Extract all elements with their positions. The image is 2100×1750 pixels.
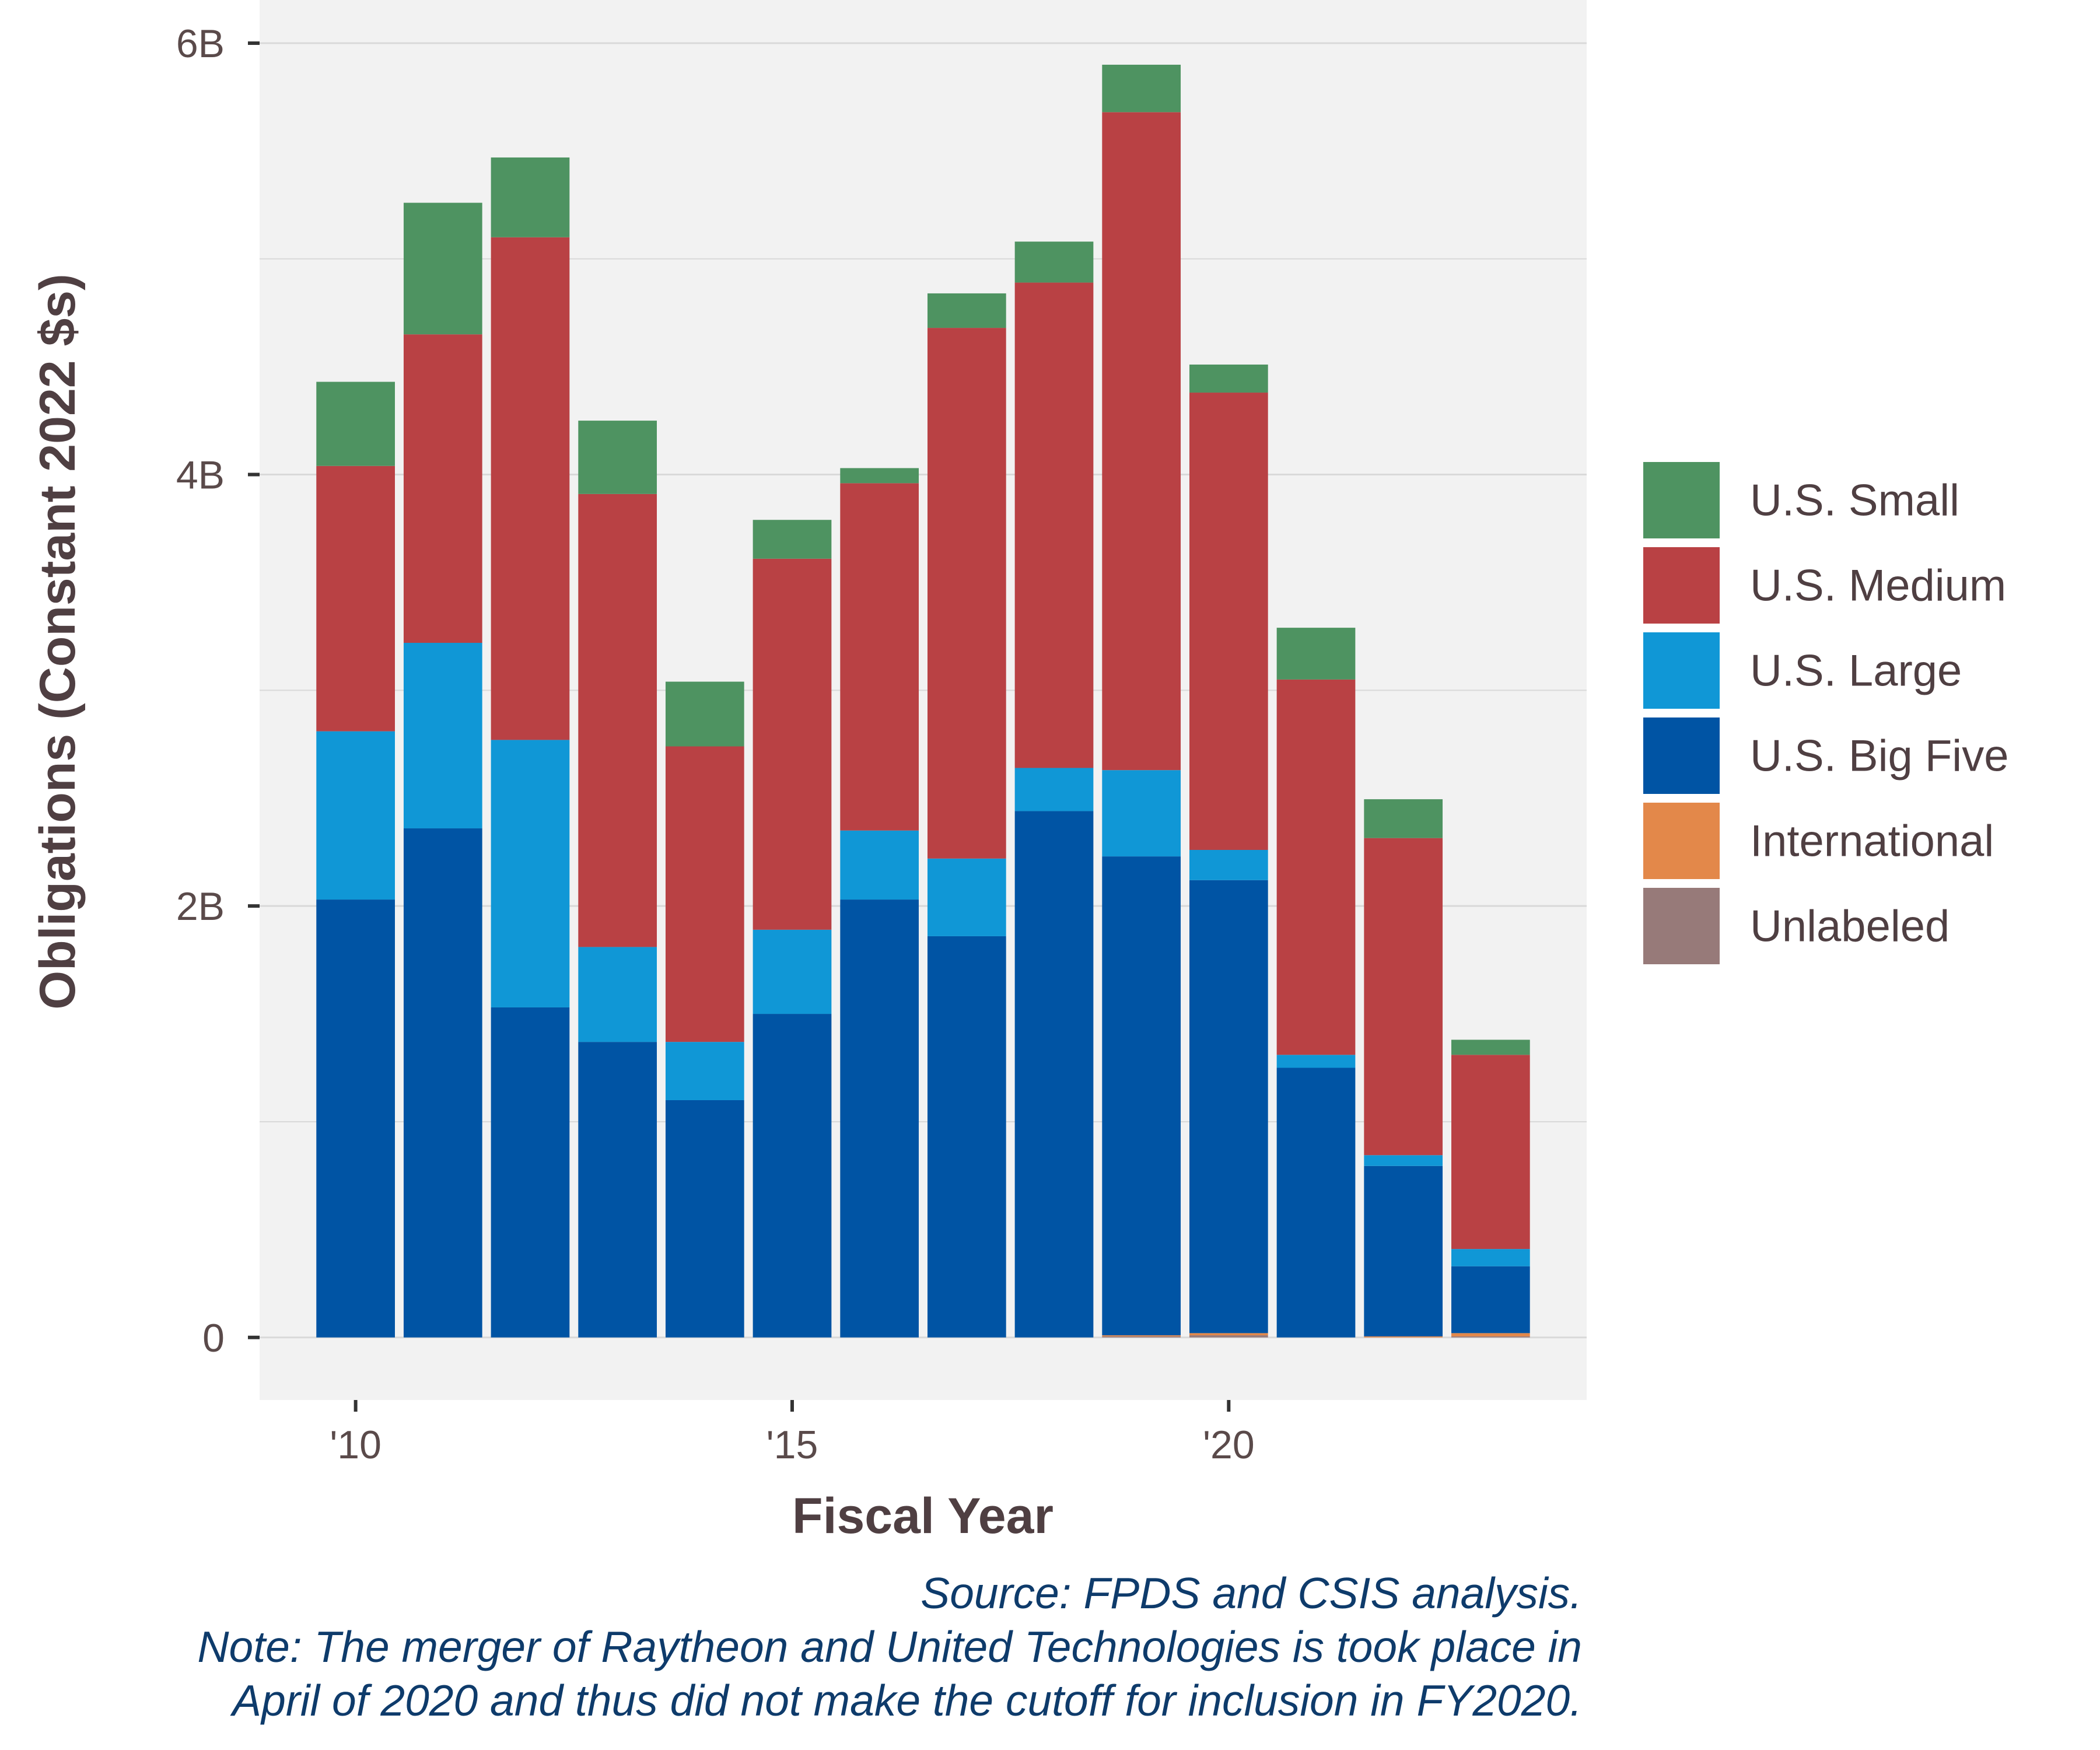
bar-segment-u-s-large-2010 bbox=[316, 731, 395, 900]
bar-segment-u-s-medium-2023 bbox=[1451, 1055, 1530, 1250]
x-tick-label: '15 bbox=[766, 1423, 818, 1467]
legend-swatch bbox=[1641, 630, 1722, 711]
y-tick-label: 2B bbox=[176, 884, 225, 929]
bar-segment-u-s-large-2017 bbox=[927, 858, 1006, 936]
bar-segment-u-s-big-five-2021 bbox=[1276, 1068, 1356, 1338]
bar-segment-u-s-medium-2015 bbox=[752, 558, 832, 930]
bar-segment-u-s-big-five-2017 bbox=[927, 936, 1006, 1338]
bar-segment-u-s-big-five-2013 bbox=[578, 1042, 657, 1338]
bar-segment-u-s-small-2012 bbox=[491, 157, 570, 237]
legend-item-unlabeled: Unlabeled bbox=[1641, 886, 1950, 967]
bar-segment-u-s-medium-2012 bbox=[491, 237, 570, 740]
x-tick-label: '10 bbox=[330, 1423, 382, 1467]
bar-segment-u-s-big-five-2015 bbox=[752, 1014, 832, 1338]
bar-segment-u-s-small-2019 bbox=[1102, 64, 1181, 113]
bar-segment-u-s-big-five-2022 bbox=[1364, 1166, 1443, 1336]
bar-segment-u-s-medium-2018 bbox=[1014, 282, 1094, 768]
legend-item-u-s-large: U.S. Large bbox=[1641, 630, 1962, 711]
x-axis-title: Fiscal Year bbox=[792, 1488, 1054, 1544]
bar-segment-u-s-large-2023 bbox=[1451, 1249, 1530, 1266]
bar-segment-u-s-medium-2010 bbox=[316, 466, 395, 732]
bar-segment-u-s-small-2013 bbox=[578, 421, 657, 494]
legend-item-u-s-medium: U.S. Medium bbox=[1641, 545, 2006, 626]
bar-segment-international-2023 bbox=[1451, 1333, 1530, 1336]
legend-label: U.S. Big Five bbox=[1750, 732, 2008, 781]
bar-segment-u-s-big-five-2023 bbox=[1451, 1266, 1530, 1334]
x-tick-label: '20 bbox=[1203, 1423, 1255, 1467]
bar-segment-u-s-large-2020 bbox=[1189, 850, 1268, 880]
source-note: Source: FPDS and CSIS analysis. bbox=[921, 1569, 1582, 1618]
legend-swatch bbox=[1641, 800, 1722, 881]
y-tick-label: 6B bbox=[176, 22, 225, 66]
legend-item-u-s-big-five: U.S. Big Five bbox=[1641, 715, 2008, 796]
bar-segment-u-s-big-five-2011 bbox=[403, 828, 482, 1338]
bar-segment-u-s-big-five-2020 bbox=[1189, 880, 1268, 1334]
bar-segment-u-s-medium-2020 bbox=[1189, 393, 1268, 850]
bar-segment-u-s-small-2011 bbox=[403, 202, 482, 335]
bar-segment-international-2020 bbox=[1189, 1333, 1268, 1336]
bar-segment-u-s-medium-2021 bbox=[1276, 679, 1356, 1055]
legend-swatch bbox=[1641, 545, 1722, 626]
bar-segment-u-s-small-2010 bbox=[316, 382, 395, 466]
bar-segment-u-s-small-2015 bbox=[752, 520, 832, 559]
bar-segment-u-s-small-2020 bbox=[1189, 364, 1268, 393]
bar-segment-u-s-medium-2013 bbox=[578, 494, 657, 947]
bar-segment-u-s-large-2013 bbox=[578, 947, 657, 1042]
legend-label: U.S. Large bbox=[1750, 646, 1962, 696]
legend: U.S. Small U.S. Medium U.S. Large U.S. Big … bbox=[1641, 460, 2008, 967]
bar-segment-u-s-large-2016 bbox=[840, 830, 919, 900]
bars bbox=[316, 64, 1530, 1338]
bar-segment-unlabeled-2020 bbox=[1189, 1335, 1268, 1338]
bar-segment-u-s-large-2014 bbox=[665, 1042, 744, 1100]
legend-label: Unlabeled bbox=[1750, 902, 1950, 951]
merger-note-line-1: Note: The merger of Raytheon and United … bbox=[197, 1622, 1582, 1671]
legend-swatch bbox=[1641, 460, 1722, 541]
bar-segment-u-s-large-2018 bbox=[1014, 768, 1094, 811]
bar-segment-u-s-medium-2019 bbox=[1102, 112, 1181, 771]
bar-segment-u-s-medium-2016 bbox=[840, 483, 919, 831]
legend-swatch bbox=[1641, 715, 1722, 796]
bar-segment-u-s-large-2021 bbox=[1276, 1055, 1356, 1068]
legend-label: U.S. Medium bbox=[1750, 561, 2006, 611]
chart-caption: Source: FPDS and CSIS analysis. Note: Th… bbox=[197, 1566, 1582, 1727]
bar-segment-international-2022 bbox=[1364, 1336, 1443, 1338]
bar-segment-u-s-small-2023 bbox=[1451, 1040, 1530, 1055]
bar-segment-u-s-large-2019 bbox=[1102, 770, 1181, 857]
y-axis-title: Obligations (Constant 2022 $s) bbox=[30, 274, 86, 1010]
bar-segment-unlabeled-2023 bbox=[1451, 1336, 1530, 1338]
bar-segment-u-s-small-2014 bbox=[665, 681, 744, 747]
bar-segment-u-s-big-five-2014 bbox=[665, 1100, 744, 1338]
bar-segment-u-s-big-five-2010 bbox=[316, 900, 395, 1338]
bar-segment-u-s-large-2011 bbox=[403, 643, 482, 829]
bar-segment-international-2019 bbox=[1102, 1335, 1181, 1336]
bar-segment-u-s-medium-2014 bbox=[665, 746, 744, 1042]
legend-item-international: International bbox=[1641, 800, 1994, 881]
bar-segment-u-s-small-2021 bbox=[1276, 628, 1356, 680]
merger-note-line-2: April of 2020 and thus did not make the … bbox=[232, 1676, 1582, 1725]
bar-segment-u-s-medium-2017 bbox=[927, 328, 1006, 859]
bar-segment-u-s-large-2022 bbox=[1364, 1155, 1443, 1166]
bar-segment-u-s-small-2018 bbox=[1014, 242, 1094, 283]
bar-segment-u-s-big-five-2019 bbox=[1102, 856, 1181, 1336]
legend-label: U.S. Small bbox=[1750, 476, 1959, 526]
bar-segment-u-s-small-2016 bbox=[840, 468, 919, 484]
bar-segment-u-s-medium-2011 bbox=[403, 334, 482, 643]
bar-segment-u-s-big-five-2016 bbox=[840, 900, 919, 1338]
bar-segment-u-s-small-2017 bbox=[927, 293, 1006, 328]
bar-segment-u-s-big-five-2018 bbox=[1014, 811, 1094, 1338]
y-axis: 0 2B 4B 6B bbox=[176, 22, 260, 1360]
bar-segment-u-s-large-2015 bbox=[752, 929, 832, 1014]
legend-swatch bbox=[1641, 886, 1722, 967]
bar-segment-u-s-medium-2022 bbox=[1364, 838, 1443, 1156]
y-tick-label: 4B bbox=[176, 453, 225, 498]
legend-label: International bbox=[1750, 817, 1994, 866]
bar-segment-u-s-small-2022 bbox=[1364, 799, 1443, 838]
bar-segment-u-s-big-five-2012 bbox=[491, 1007, 570, 1338]
legend-item-u-s-small: U.S. Small bbox=[1641, 460, 1959, 541]
bar-segment-unlabeled-2019 bbox=[1102, 1336, 1181, 1338]
x-axis: '10 '15 '20 bbox=[330, 1400, 1255, 1467]
bar-segment-u-s-large-2012 bbox=[491, 740, 570, 1007]
y-tick-label: 0 bbox=[202, 1316, 225, 1360]
